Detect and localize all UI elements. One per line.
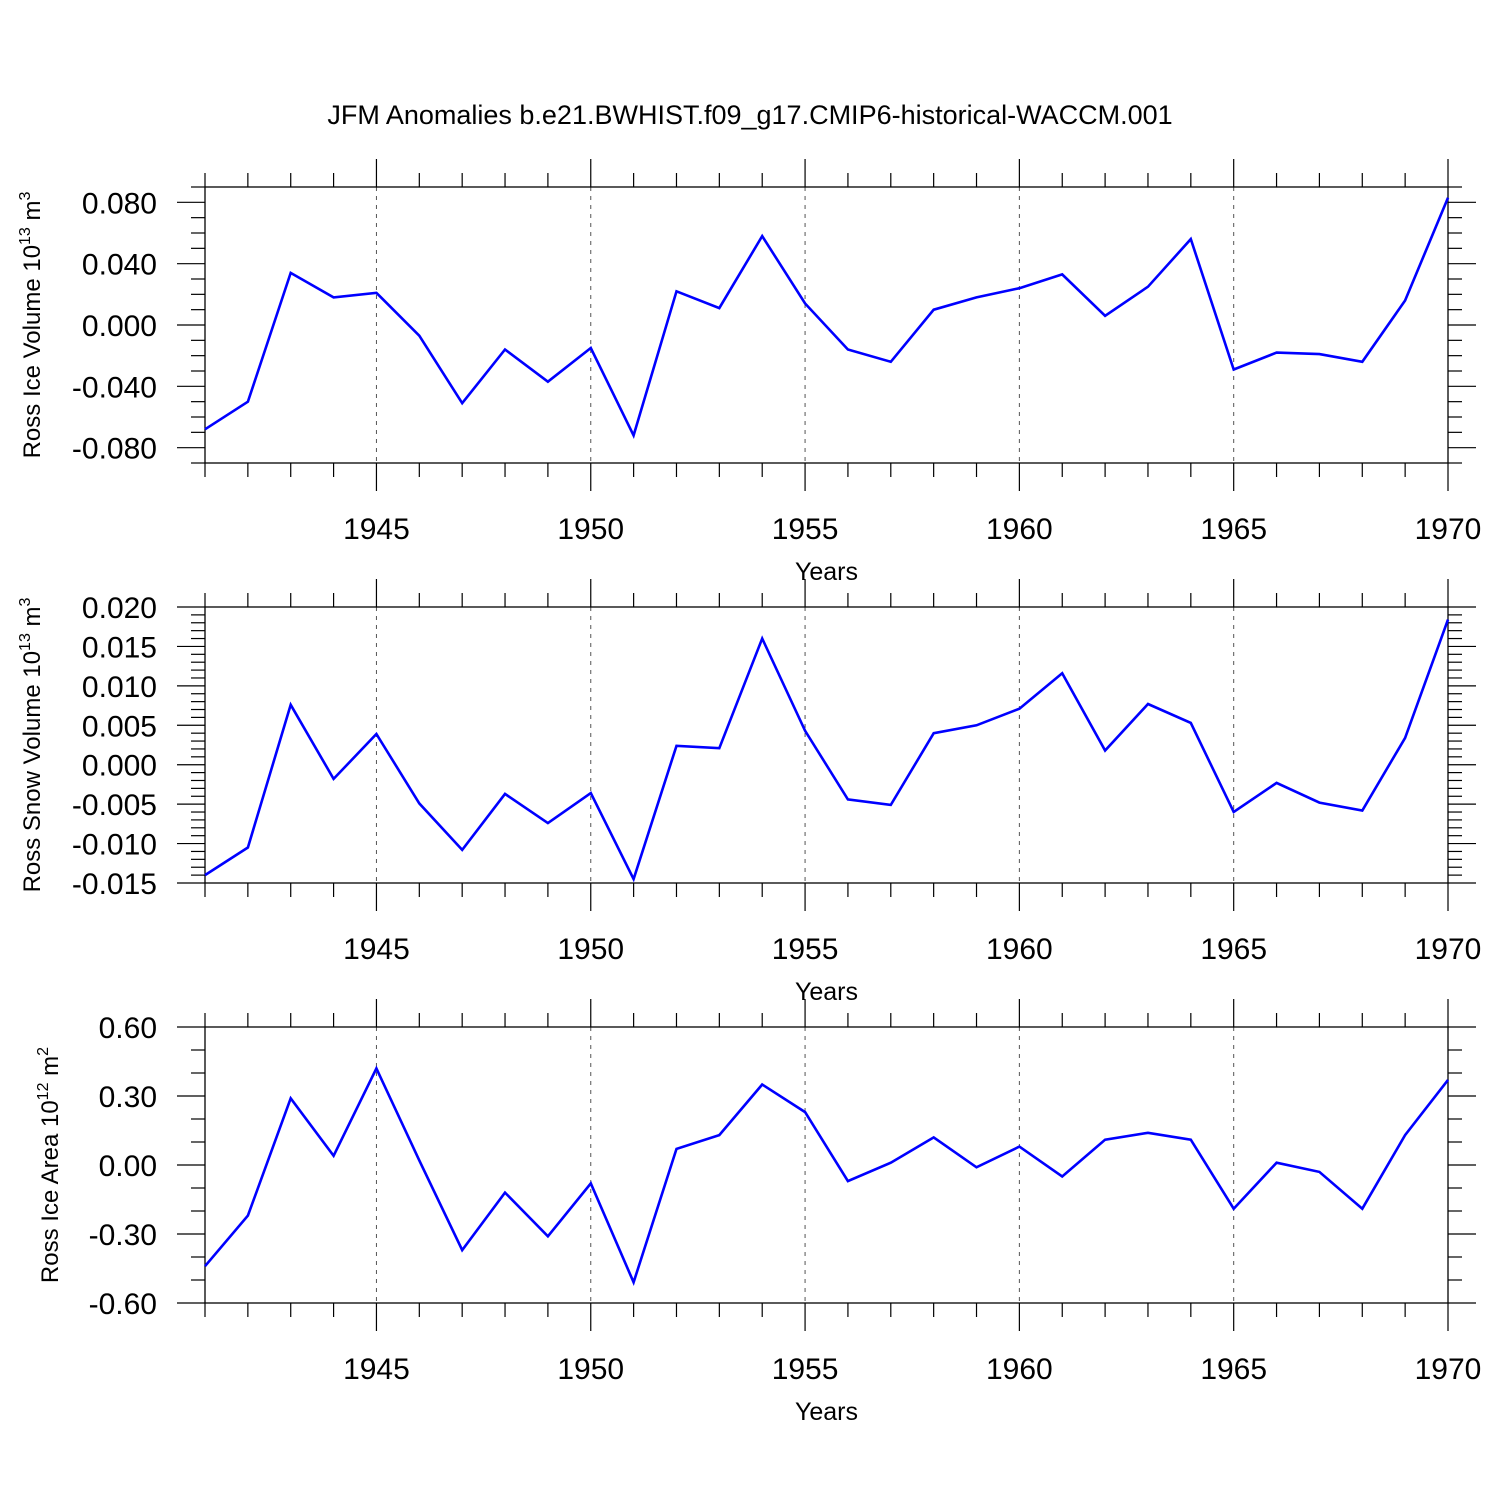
x-tick-label: 1960 xyxy=(986,1353,1053,1386)
y-tick-label: 0.000 xyxy=(82,310,157,343)
chart-title: JFM Anomalies b.e21.BWHIST.f09_g17.CMIP6… xyxy=(327,100,1172,130)
y-tick-label: 0.020 xyxy=(82,592,157,625)
y-axis-label: Ross Ice Area 1012 m2 xyxy=(35,1047,64,1283)
y-tick-label: -0.005 xyxy=(72,789,157,822)
y-tick-label: -0.015 xyxy=(72,868,157,901)
x-tick-label: 1945 xyxy=(343,513,410,546)
x-axis-label: Years xyxy=(795,1398,858,1426)
y-tick-label: 0.080 xyxy=(82,187,157,220)
x-tick-label: 1965 xyxy=(1200,1353,1267,1386)
x-tick-label: 1955 xyxy=(772,1353,839,1386)
y-tick-label: 0.040 xyxy=(82,249,157,282)
y-axis-label: Ross Ice Volume 1013 m3 xyxy=(17,191,46,458)
y-tick-label: 0.010 xyxy=(82,671,157,704)
plot-frame xyxy=(204,606,1449,884)
x-tick-label: 1960 xyxy=(986,513,1053,546)
x-tick-label: 1955 xyxy=(772,513,839,546)
y-tick-label: 0.015 xyxy=(82,631,157,664)
series-line xyxy=(204,197,1450,439)
x-tick-label: 1945 xyxy=(343,933,410,966)
series-line xyxy=(204,1065,1450,1286)
chart-panels: -0.080 -0.040 0.000 0.040 0.080 1945 1950 1955 1… xyxy=(17,159,1481,1426)
panel-3: -0.60 -0.30 0.00 0.30 0.60 1945 1950 1955 1960 19… xyxy=(35,999,1481,1426)
x-axis-label: Years xyxy=(795,978,858,1006)
x-tick-label: 1965 xyxy=(1200,933,1267,966)
x-tick-label: 1950 xyxy=(557,513,624,546)
y-tick-label: -0.010 xyxy=(72,829,157,862)
y-tick-label: -0.60 xyxy=(89,1288,157,1321)
y-tick-label: -0.30 xyxy=(89,1219,157,1252)
x-tick-label: 1955 xyxy=(772,933,839,966)
x-tick-label: 1950 xyxy=(557,933,624,966)
panel-1: -0.080 -0.040 0.000 0.040 0.080 1945 1950 1955 1… xyxy=(17,159,1481,586)
x-tick-label: 1960 xyxy=(986,933,1053,966)
panel-2: -0.015 -0.010 -0.005 0.000 0.005 0.010 0.015 0.… xyxy=(17,579,1481,1006)
y-tick-label: 0.000 xyxy=(82,750,157,783)
x-axis-label: Years xyxy=(795,558,858,586)
y-tick-label: 0.00 xyxy=(99,1150,157,1183)
y-tick-label: 0.60 xyxy=(99,1012,157,1045)
series-line xyxy=(204,619,1450,883)
x-tick-label: 1970 xyxy=(1415,513,1482,546)
y-tick-label: 0.30 xyxy=(99,1081,157,1114)
y-tick-label: -0.040 xyxy=(72,371,157,404)
y-axis-label: Ross Snow Volume 1013 m3 xyxy=(17,597,46,892)
x-tick-label: 1950 xyxy=(557,1353,624,1386)
y-tick-label: -0.080 xyxy=(72,433,157,466)
x-tick-label: 1970 xyxy=(1415,1353,1482,1386)
x-tick-label: 1945 xyxy=(343,1353,410,1386)
x-tick-label: 1965 xyxy=(1200,513,1267,546)
x-tick-label: 1970 xyxy=(1415,933,1482,966)
y-tick-label: 0.005 xyxy=(82,710,157,743)
